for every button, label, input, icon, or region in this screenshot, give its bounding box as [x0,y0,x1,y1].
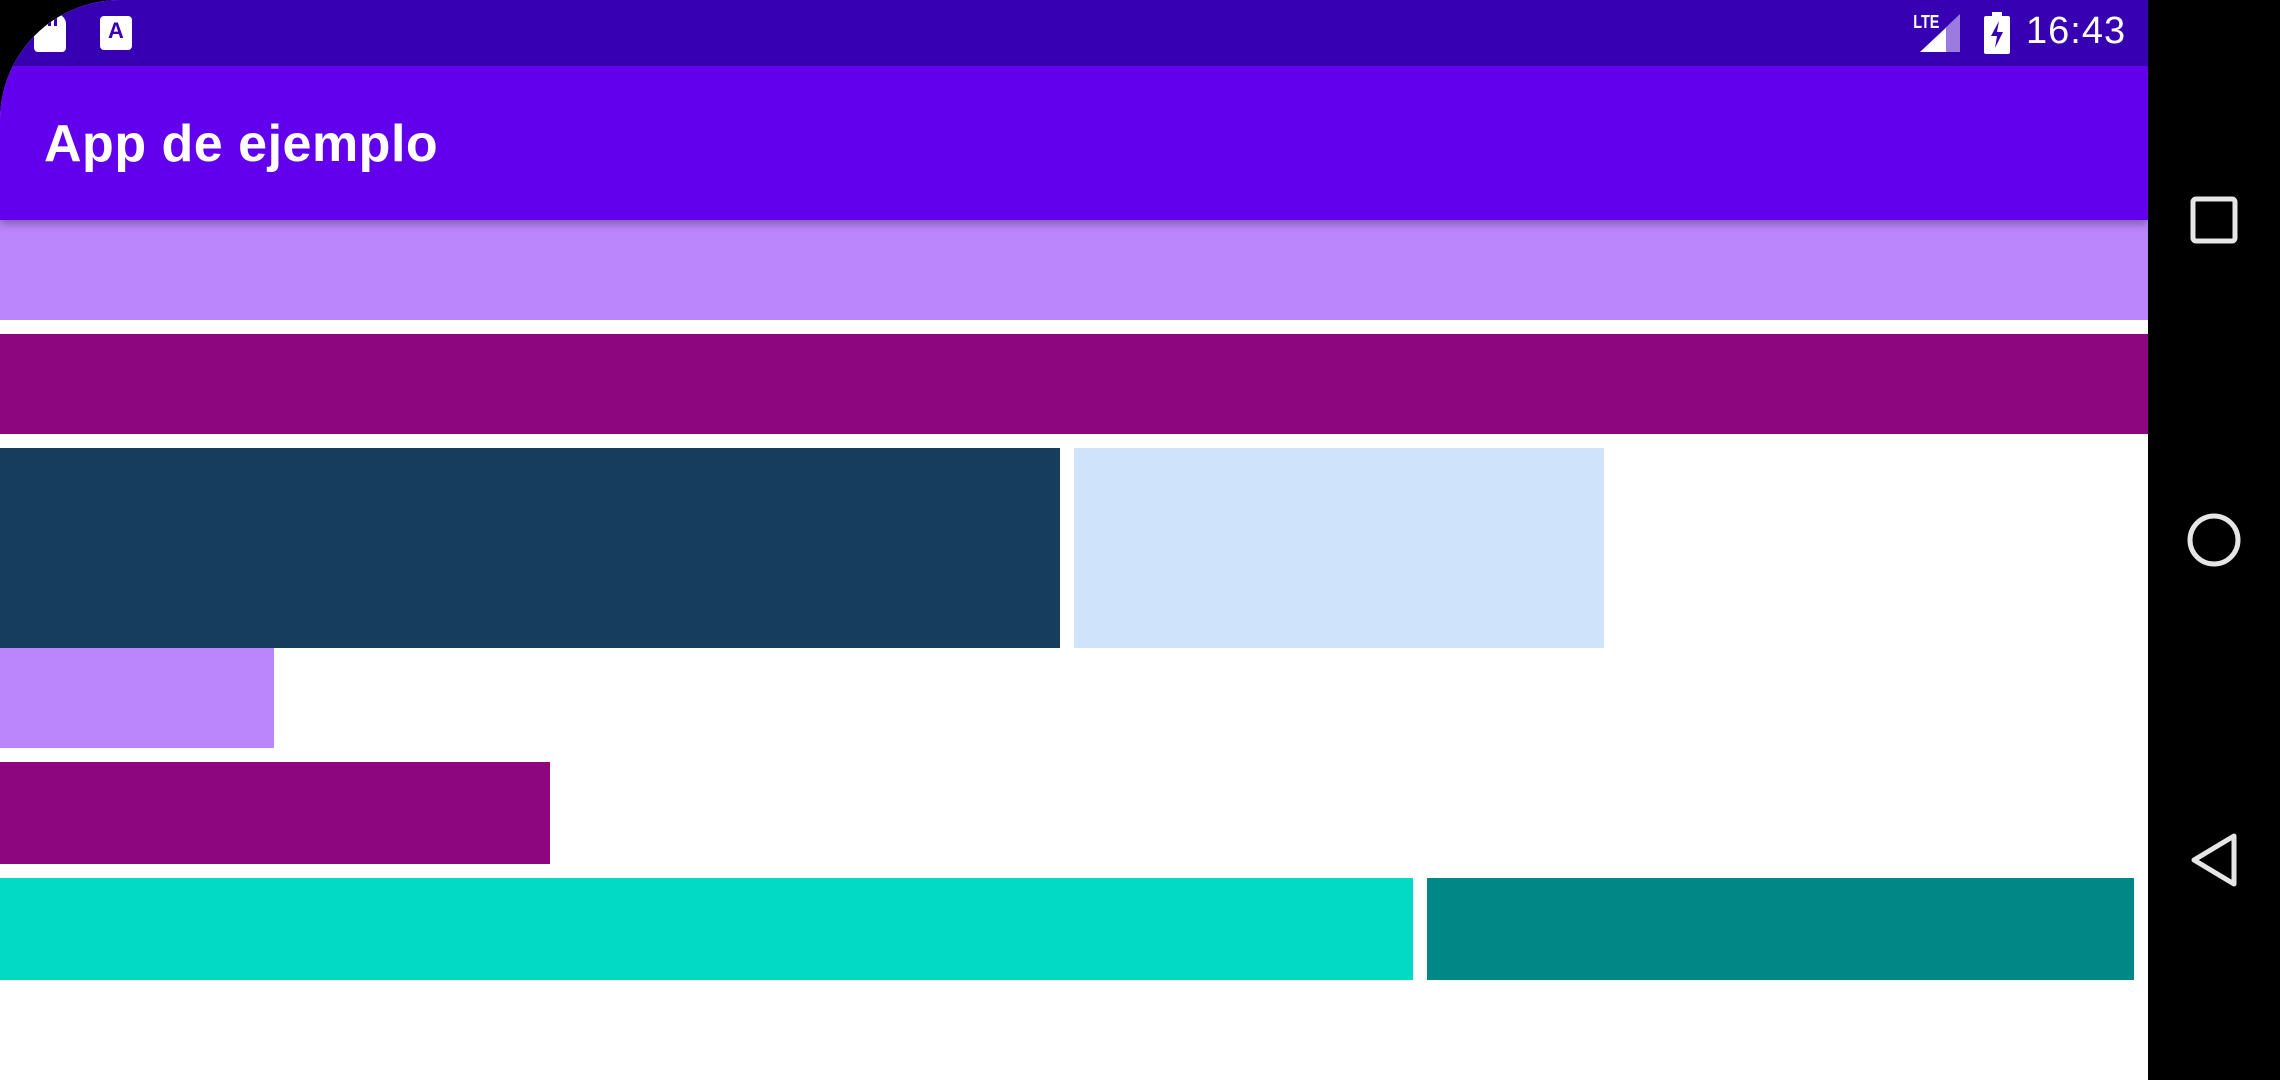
network-type-label: LTE [1913,12,1940,32]
navigation-bar [2148,0,2280,1080]
block-row-5-magenta [0,762,550,864]
block-row-6-teal-light [0,878,1413,980]
block-row-3-light-blue [1074,448,1604,648]
block-row-3-dark-blue [0,448,1060,648]
battery-charging-icon [1984,12,2010,54]
home-icon [2187,513,2241,567]
back-button[interactable] [2168,814,2260,906]
recents-button[interactable] [2168,174,2260,266]
text-a-icon: A [100,16,132,50]
block-row-6-teal-dark [1427,878,2134,980]
block-row-2-magenta [0,334,2148,434]
app-title: App de ejemplo [44,115,439,173]
sd-card-icon [34,14,66,52]
home-button[interactable] [2168,494,2260,586]
block-row-1-light-purple [0,220,2148,320]
status-bar: A LTE 16:43 [0,0,2148,66]
app-bar: App de ejemplo [0,66,2148,220]
signal-icon [1920,14,1960,52]
status-clock: 16:43 [2026,10,2127,52]
recents-icon [2190,196,2238,244]
block-row-4-light-purple [0,648,274,748]
back-icon [2191,833,2237,887]
app-screen: A LTE 16:43 App de ejemplo [0,0,2148,1080]
